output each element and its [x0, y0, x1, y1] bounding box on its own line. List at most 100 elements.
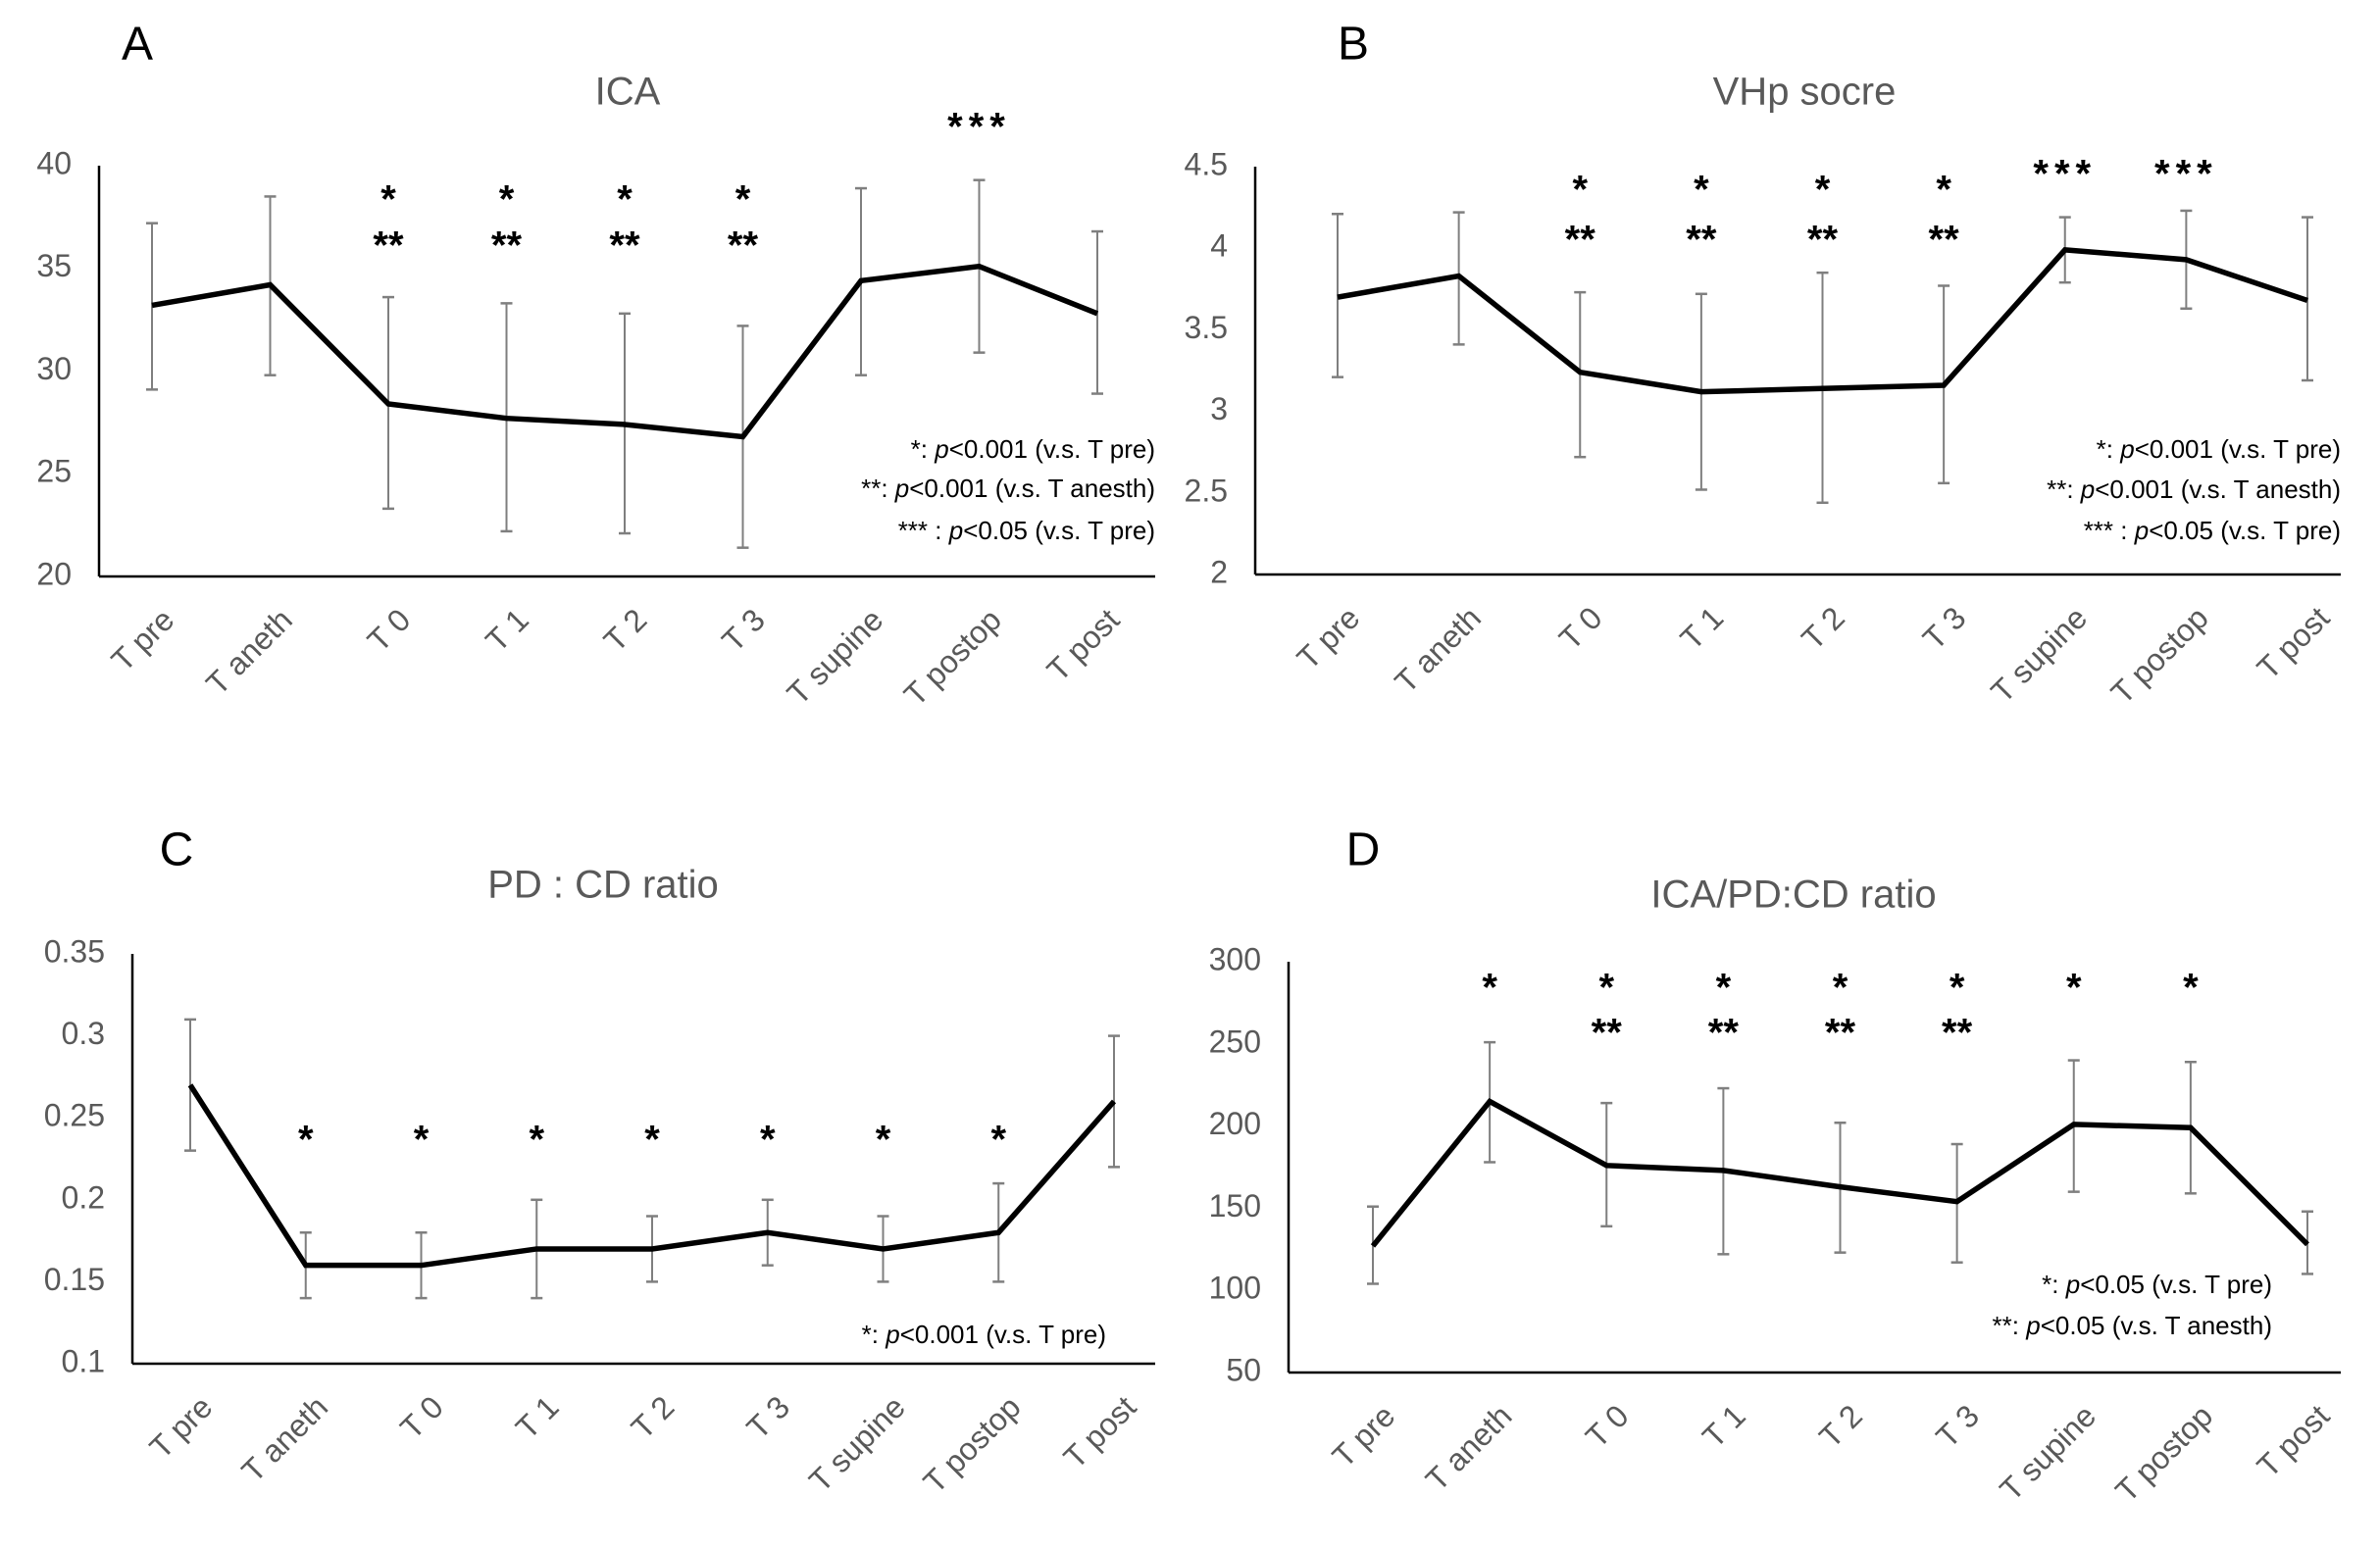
x-tick-label: T 1 [479, 602, 535, 659]
x-tick-label: T aneth [1388, 600, 1488, 700]
significance-marker: * [529, 1119, 544, 1162]
significance-legend: *** : p<0.05 (v.s. T pre) [2084, 516, 2341, 545]
x-tick-label: T 3 [1916, 600, 1973, 657]
significance-marker: * [1815, 169, 1831, 212]
y-tick-label: 4 [1210, 228, 1228, 264]
y-tick-label: 40 [36, 145, 72, 180]
significance-marker: * [2066, 967, 2082, 1010]
significance-marker: * [760, 1119, 776, 1162]
y-tick-label: 50 [1226, 1352, 1261, 1387]
x-tick-label: T post [1056, 1389, 1142, 1475]
x-tick-label: T postop [2108, 1398, 2219, 1509]
significance-marker: *** [2033, 153, 2097, 196]
significance-marker: * [298, 1119, 314, 1162]
x-tick-label: T post [2250, 600, 2336, 686]
significance-legend: **: p<0.05 (v.s. T anesth) [1993, 1311, 2272, 1340]
x-tick-label: T postop [917, 1389, 1028, 1500]
significance-legend: **: p<0.001 (v.s. T anesth) [861, 474, 1155, 503]
significance-marker: * [414, 1119, 430, 1162]
significance-marker: * [1936, 169, 1951, 212]
significance-legend: *: p<0.05 (v.s. T pre) [2042, 1270, 2272, 1299]
panel-letter: C [160, 824, 194, 876]
significance-marker: ** [373, 225, 404, 268]
significance-marker: * [644, 1119, 660, 1162]
chart-title: PD : CD ratio [487, 864, 719, 907]
chart-title: ICA/PD:CD ratio [1650, 874, 1936, 917]
significance-marker: ** [1825, 1012, 1856, 1055]
significance-marker: * [1950, 967, 1965, 1010]
significance-marker: ** [1708, 1012, 1740, 1055]
y-tick-label: 100 [1209, 1271, 1261, 1306]
significance-marker: ** [1592, 1012, 1623, 1055]
chart-title: ICA [595, 71, 661, 114]
x-tick-label: T 0 [361, 602, 418, 659]
significance-marker: * [2183, 967, 2199, 1010]
significance-marker: * [876, 1119, 891, 1162]
significance-marker: * [380, 178, 396, 222]
x-tick-label: T supine [781, 602, 890, 712]
y-tick-label: 250 [1209, 1024, 1261, 1059]
significance-marker: * [617, 178, 633, 222]
y-tick-label: 0.2 [62, 1179, 105, 1215]
significance-marker: ** [1942, 1012, 1973, 1055]
x-tick-label: T 1 [1673, 600, 1730, 657]
significance-marker: ** [609, 225, 640, 268]
significance-marker: ** [491, 225, 523, 268]
panel-letter: B [1338, 19, 1369, 71]
chart-title: VHp socre [1713, 71, 1897, 114]
x-tick-label: T 2 [1795, 600, 1851, 657]
y-tick-label: 0.25 [44, 1098, 105, 1133]
x-tick-label: T supine [1984, 600, 2094, 710]
y-tick-label: 300 [1209, 941, 1261, 976]
significance-marker: *** [2154, 153, 2218, 196]
x-tick-label: T pre [1325, 1398, 1401, 1474]
significance-marker: * [735, 178, 751, 222]
significance-marker: ** [1807, 219, 1839, 262]
x-tick-label: T 3 [715, 602, 772, 659]
y-tick-label: 20 [36, 556, 72, 591]
y-tick-label: 150 [1209, 1188, 1261, 1223]
x-tick-label: T pre [104, 602, 180, 678]
significance-legend: *: p<0.001 (v.s. T pre) [2097, 434, 2341, 464]
significance-marker: ** [1565, 219, 1596, 262]
panel-c: C PD : CD ratio 0.1 0.15 0.2 0.25 0.3 0.35 T pre… [44, 824, 1155, 1500]
x-tick-label: T 1 [1696, 1398, 1752, 1455]
y-tick-label: 0.15 [44, 1262, 105, 1297]
significance-marker: * [1572, 169, 1588, 212]
x-tick-label: T pre [142, 1389, 219, 1466]
y-tick-label: 3.5 [1185, 310, 1228, 345]
y-tick-label: 2 [1210, 554, 1228, 589]
panel-b: B VHp socre 2 2.5 3 3.5 4 4.5 T pre T aneth T 0 T 1… [1185, 19, 2341, 711]
y-tick-label: 0.3 [62, 1016, 105, 1051]
significance-legend: **: p<0.001 (v.s. T anesth) [2047, 474, 2341, 504]
significance-marker: * [1598, 967, 1614, 1010]
error-bar [146, 222, 158, 391]
y-tick-label: 30 [36, 351, 72, 386]
y-tick-label: 25 [36, 454, 72, 489]
significance-marker: ** [1686, 219, 1717, 262]
significance-marker: * [1833, 967, 1848, 1010]
significance-marker: * [1716, 967, 1732, 1010]
x-tick-label: T postop [897, 602, 1008, 713]
x-tick-label: T aneth [1419, 1398, 1519, 1498]
significance-legend: *** : p<0.05 (v.s. T pre) [898, 516, 1155, 545]
x-tick-label: T 3 [739, 1389, 796, 1446]
y-tick-label: 200 [1209, 1106, 1261, 1141]
significance-marker: ** [1929, 219, 1960, 262]
x-tick-label: T 0 [1579, 1398, 1636, 1455]
x-tick-label: T aneth [199, 602, 299, 702]
y-tick-label: 0.35 [44, 933, 105, 969]
x-tick-label: T pre [1290, 600, 1366, 676]
y-tick-label: 2.5 [1185, 473, 1228, 508]
x-tick-label: T post [2250, 1398, 2336, 1484]
x-tick-label: T post [1039, 602, 1126, 688]
significance-legend: *: p<0.001 (v.s. T pre) [862, 1320, 1106, 1349]
y-tick-label: 35 [36, 248, 72, 283]
y-tick-label: 0.1 [62, 1343, 105, 1378]
significance-marker: * [1482, 967, 1497, 1010]
x-tick-label: T 2 [1812, 1398, 1869, 1455]
y-tick-label: 3 [1210, 391, 1228, 426]
